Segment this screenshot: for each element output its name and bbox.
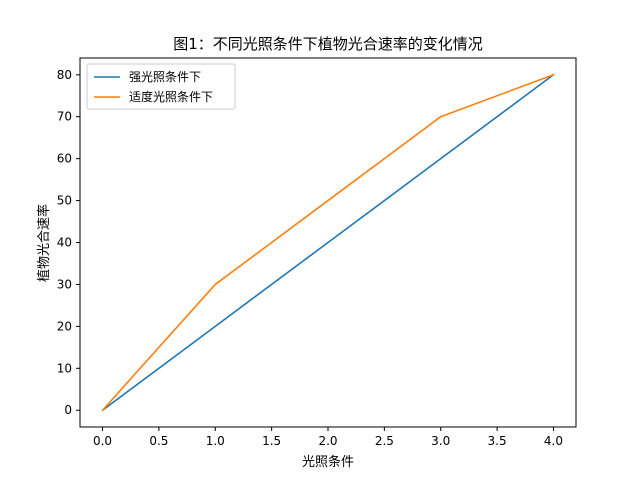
series-line-0: [101, 73, 555, 412]
y-tick-label: 70: [57, 110, 72, 124]
x-tick-label: 2.0: [318, 434, 337, 448]
series-line-1: [101, 73, 555, 412]
x-tick-label: 4.0: [544, 434, 563, 448]
y-axis-title: 植物光合速率: [36, 204, 52, 282]
legend-box: [86, 63, 236, 110]
chart-title: 图1：不同光照条件下植物光合速率的变化情况: [173, 35, 483, 53]
y-tick-label: 40: [57, 236, 72, 250]
legend-label-1: 适度光照条件下: [129, 89, 213, 104]
x-tick-label: 2.5: [375, 434, 394, 448]
y-tick-label: 50: [57, 194, 72, 208]
y-tick-label: 30: [57, 277, 72, 291]
x-tick-label: 1.0: [206, 434, 225, 448]
x-axis-title: 光照条件: [302, 454, 354, 470]
x-tick-label: 3.0: [431, 434, 450, 448]
y-tick-label: 10: [57, 361, 72, 375]
y-axis-ticks: 0 10 20 30 40 50 60 70 80: [57, 68, 80, 417]
x-tick-label: 1.5: [262, 434, 281, 448]
y-tick-label: 20: [57, 319, 72, 333]
x-tick-label: 0.5: [149, 434, 168, 448]
x-tick-label: 0.0: [93, 434, 112, 448]
x-axis-ticks: 0.0 0.5 1.0 1.5 2.0 2.5 3.0 3.5 4.0: [93, 427, 563, 448]
series-layer: [101, 73, 555, 412]
y-tick-label: 60: [57, 152, 72, 166]
x-tick-label: 3.5: [488, 434, 507, 448]
legend-label-0: 强光照条件下: [129, 70, 201, 84]
y-tick-label: 80: [57, 68, 72, 82]
y-tick-label: 0: [64, 403, 72, 417]
